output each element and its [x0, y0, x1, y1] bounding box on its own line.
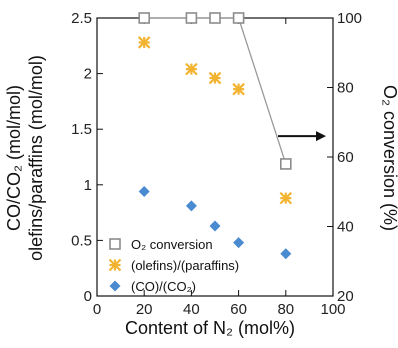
x-tick-label: 20 [136, 301, 153, 318]
x-axis-label: Content of N₂ (mol%) [125, 318, 295, 338]
y2-tick-label: 100 [337, 10, 362, 27]
legend-o2-conversion-icon [109, 238, 121, 250]
o2-conversion-point [232, 12, 245, 24]
olefins-paraffins-point [185, 62, 198, 76]
legend-label: (CO)/(CO₂) [131, 279, 196, 294]
y-tick-label: 0.5 [71, 232, 92, 249]
o2-conversion-point [138, 12, 150, 24]
annotation-arrow-head [316, 131, 326, 142]
y-tick-label: 2.5 [71, 10, 92, 27]
data-marks [137, 12, 326, 260]
y2-tick-label: 20 [337, 288, 354, 305]
legend-label: O₂ conversion [131, 237, 213, 252]
axes [96, 17, 334, 297]
co-co2-point [233, 237, 245, 249]
plot-frame [96, 17, 334, 297]
olefins-paraffins-point [137, 36, 151, 49]
co-co2-point [280, 248, 292, 260]
o2-conversion-point [185, 12, 198, 24]
y-tick-label: 2 [84, 66, 92, 83]
co-co2-point [138, 185, 150, 197]
y-axis-label-co: CO/CO₂ (mol/mol) [4, 85, 24, 231]
y2-axis-label: O₂ conversion (%) [380, 85, 398, 231]
o2-conversion-line [144, 17, 287, 165]
legend-label: (olefins)/(paraffins) [131, 258, 239, 273]
y-tick-label: 1.5 [71, 121, 92, 138]
olefins-paraffins-point [232, 82, 245, 96]
x-tick-label: 0 [93, 301, 101, 318]
legend-olefins-paraffins-icon [108, 258, 122, 272]
y-axis-label-olefins: olefins/paraffins (mol/mol) [26, 55, 46, 261]
co-co2-point [185, 200, 197, 212]
legend-co-co2-icon [109, 280, 121, 292]
y2-tick-label: 60 [337, 149, 354, 166]
olefins-paraffins-point [208, 71, 222, 85]
x-tick-label: 40 [183, 301, 200, 318]
co-co2-point [209, 220, 221, 232]
o2-conversion-point [209, 12, 221, 24]
y2-tick-label: 40 [337, 219, 354, 236]
x-tick-label: 100 [320, 301, 345, 318]
olefins-paraffins-point [279, 191, 293, 205]
o2-conversion-point [279, 158, 292, 170]
y2-tick-label: 80 [337, 80, 354, 97]
x-tick-label: 80 [277, 301, 294, 318]
x-tick-label: 60 [230, 301, 247, 318]
y-tick-label: 0 [84, 288, 92, 305]
ticks: 0 20 40 60 80 100 0 0.5 1 1.5 2 2.5 20 40 60 80 100 [71, 10, 362, 318]
y-tick-label: 1 [84, 177, 92, 194]
legend: O₂ conversion (olefins)/(paraffins) (CO)/(… [108, 237, 239, 294]
